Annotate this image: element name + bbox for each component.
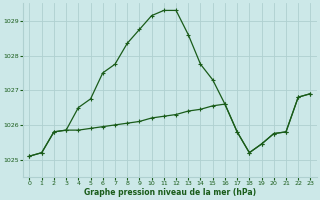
X-axis label: Graphe pression niveau de la mer (hPa): Graphe pression niveau de la mer (hPa) <box>84 188 256 197</box>
